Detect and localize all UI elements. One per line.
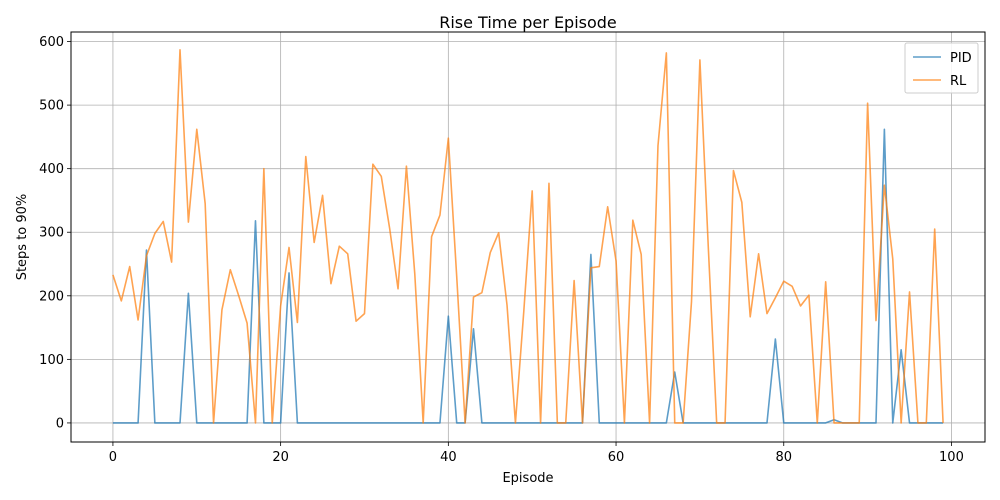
legend-label-pid: PID <box>950 51 972 66</box>
axis-ticks: 0 20 40 60 80 100 0 100 200 300 400 500 600 <box>39 35 964 465</box>
x-tick-label: 40 <box>440 450 457 465</box>
x-tick-label: 100 <box>939 450 964 465</box>
legend-label-rl: RL <box>950 74 967 89</box>
x-axis-title: Episode <box>502 471 553 486</box>
y-tick-label: 100 <box>39 353 64 368</box>
y-tick-label: 200 <box>39 289 64 304</box>
y-axis-title: Steps to 90% <box>15 194 30 281</box>
x-tick-label: 80 <box>775 450 792 465</box>
series-line-rl <box>112 48 944 424</box>
chart-title: Rise Time per Episode <box>439 13 617 32</box>
y-tick-label: 0 <box>56 416 64 431</box>
y-tick-label: 500 <box>39 99 64 114</box>
series-line-pid <box>112 128 944 424</box>
legend: PID RL <box>904 42 979 94</box>
x-tick-label: 0 <box>109 450 117 465</box>
grid <box>71 32 985 442</box>
series-lines <box>112 48 944 424</box>
plot-area-frame <box>70 31 986 443</box>
y-tick-label: 300 <box>39 226 64 241</box>
y-tick-label: 400 <box>39 162 64 177</box>
x-tick-label: 20 <box>272 450 289 465</box>
x-tick-label: 60 <box>608 450 625 465</box>
y-tick-label: 600 <box>39 35 64 50</box>
